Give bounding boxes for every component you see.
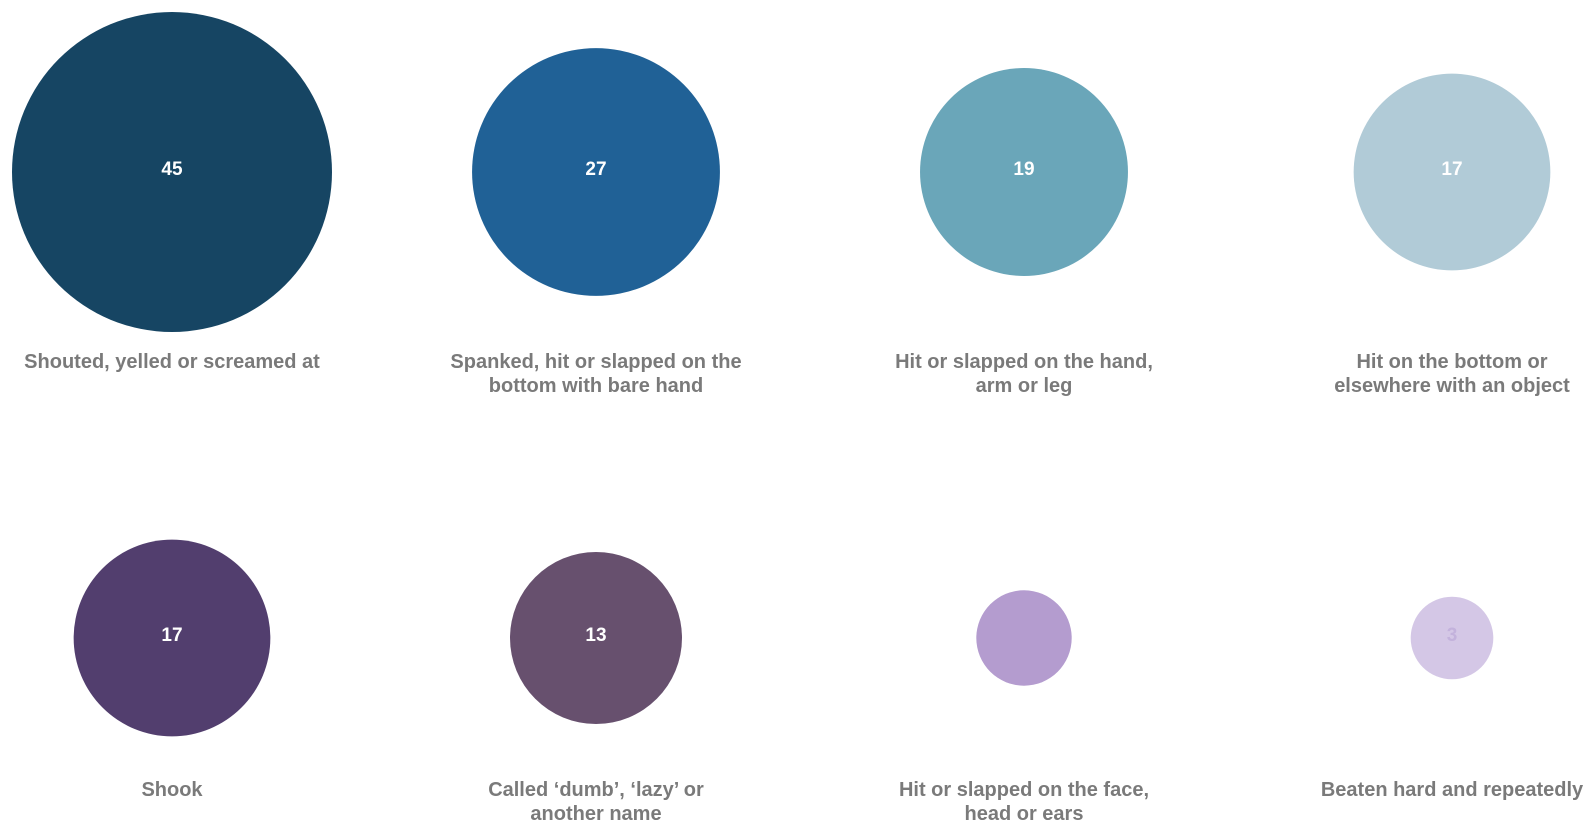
category-label: Beaten hard and repeatedly (1321, 779, 1584, 801)
bubble-value-label: 4 (1019, 625, 1030, 646)
category-label: Hit on the bottom or (1356, 351, 1547, 373)
bubble-value-label: 27 (585, 159, 606, 180)
bubble (510, 552, 682, 724)
bubble (1410, 596, 1494, 680)
bubble-value-label: 45 (161, 159, 183, 180)
bubble-item: 17 Shook (73, 539, 271, 801)
category-label: Shouted, yelled or screamed at (24, 351, 320, 373)
bubble-value-label: 19 (1013, 159, 1034, 180)
category-label: head or ears (965, 803, 1084, 824)
category-label: Called ‘dumb’, ‘lazy’ or (488, 779, 704, 801)
bubble-item: 3 Beaten hard and repeatedly (1321, 596, 1584, 801)
bubble-value-label: 17 (1441, 159, 1462, 180)
bubble (920, 68, 1128, 276)
bubble (472, 48, 720, 296)
bubble (976, 590, 1072, 686)
category-label: bottom with bare hand (489, 375, 703, 397)
bubble-value-label: 3 (1447, 625, 1458, 646)
category-label: Hit or slapped on the hand, (895, 351, 1153, 373)
category-label: Spanked, hit or slapped on the (450, 351, 741, 373)
bubble-item: 45 Shouted, yelled or screamed at (12, 12, 332, 373)
category-label: elsewhere with an object (1334, 375, 1570, 397)
bubble (1353, 73, 1551, 271)
category-label: Hit or slapped on the face, (899, 779, 1149, 801)
category-label: Shook (141, 779, 203, 801)
bubble (73, 539, 271, 737)
bubble-value-label: 17 (161, 625, 182, 646)
category-label: arm or leg (976, 375, 1073, 397)
bubble-value-label: 13 (585, 625, 606, 646)
bubble-item: 19 Hit or slapped on the hand,arm or leg (895, 68, 1153, 397)
category-label: another name (530, 803, 661, 824)
bubble-item: 4 Hit or slapped on the face,head or ears (899, 590, 1149, 824)
bubble (12, 12, 332, 332)
